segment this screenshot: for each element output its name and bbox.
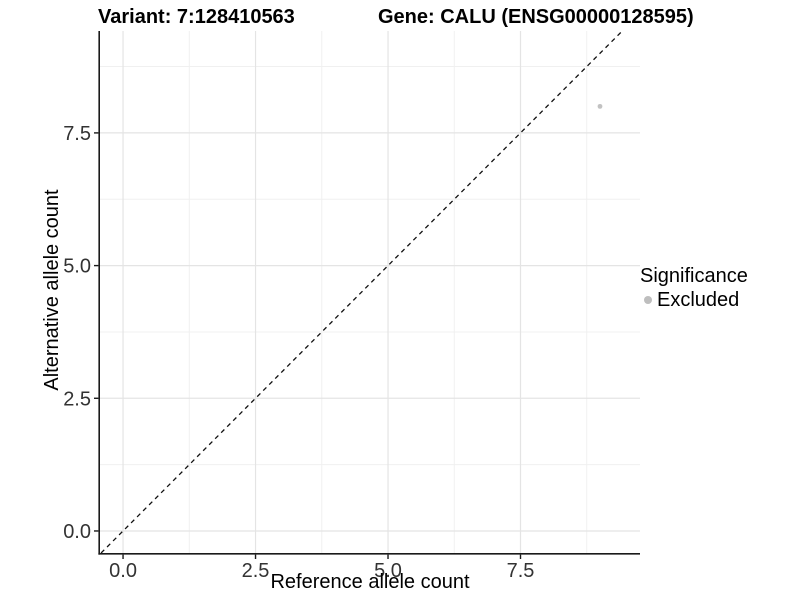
x-tick-label: 5.0 [374, 560, 402, 582]
identity-line [100, 30, 623, 554]
legend-point-icon [644, 296, 652, 304]
x-tick-label: 0.0 [109, 560, 137, 582]
legend-title: Significance [640, 265, 748, 287]
plot-title-gene: Gene: CALU (ENSG00000128595) [378, 6, 694, 28]
x-axis-title: Reference allele count [270, 571, 470, 593]
y-tick-label: 7.5 [63, 123, 91, 145]
y-tick-label: 2.5 [63, 388, 91, 410]
data-point [597, 103, 603, 109]
x-tick-label: 2.5 [242, 560, 270, 582]
legend-entry-label: Excluded [657, 289, 740, 311]
legend-entry-excluded: Excluded [640, 290, 748, 310]
plot-title-variant: Variant: 7:128410563 [98, 6, 295, 28]
y-tick-label: 0.0 [63, 521, 91, 543]
y-axis-title: Alternative allele count [41, 189, 63, 391]
plot-panel: 0.0 2.5 5.0 7.5 0.0 2.5 5.0 7.5 [63, 30, 640, 582]
y-tick-label: 5.0 [63, 256, 91, 278]
x-tick-label: 7.5 [507, 560, 535, 582]
scatter-plot-svg: 0.0 2.5 5.0 7.5 0.0 2.5 5.0 7.5 [63, 30, 640, 582]
legend: Significance Excluded [640, 266, 748, 310]
